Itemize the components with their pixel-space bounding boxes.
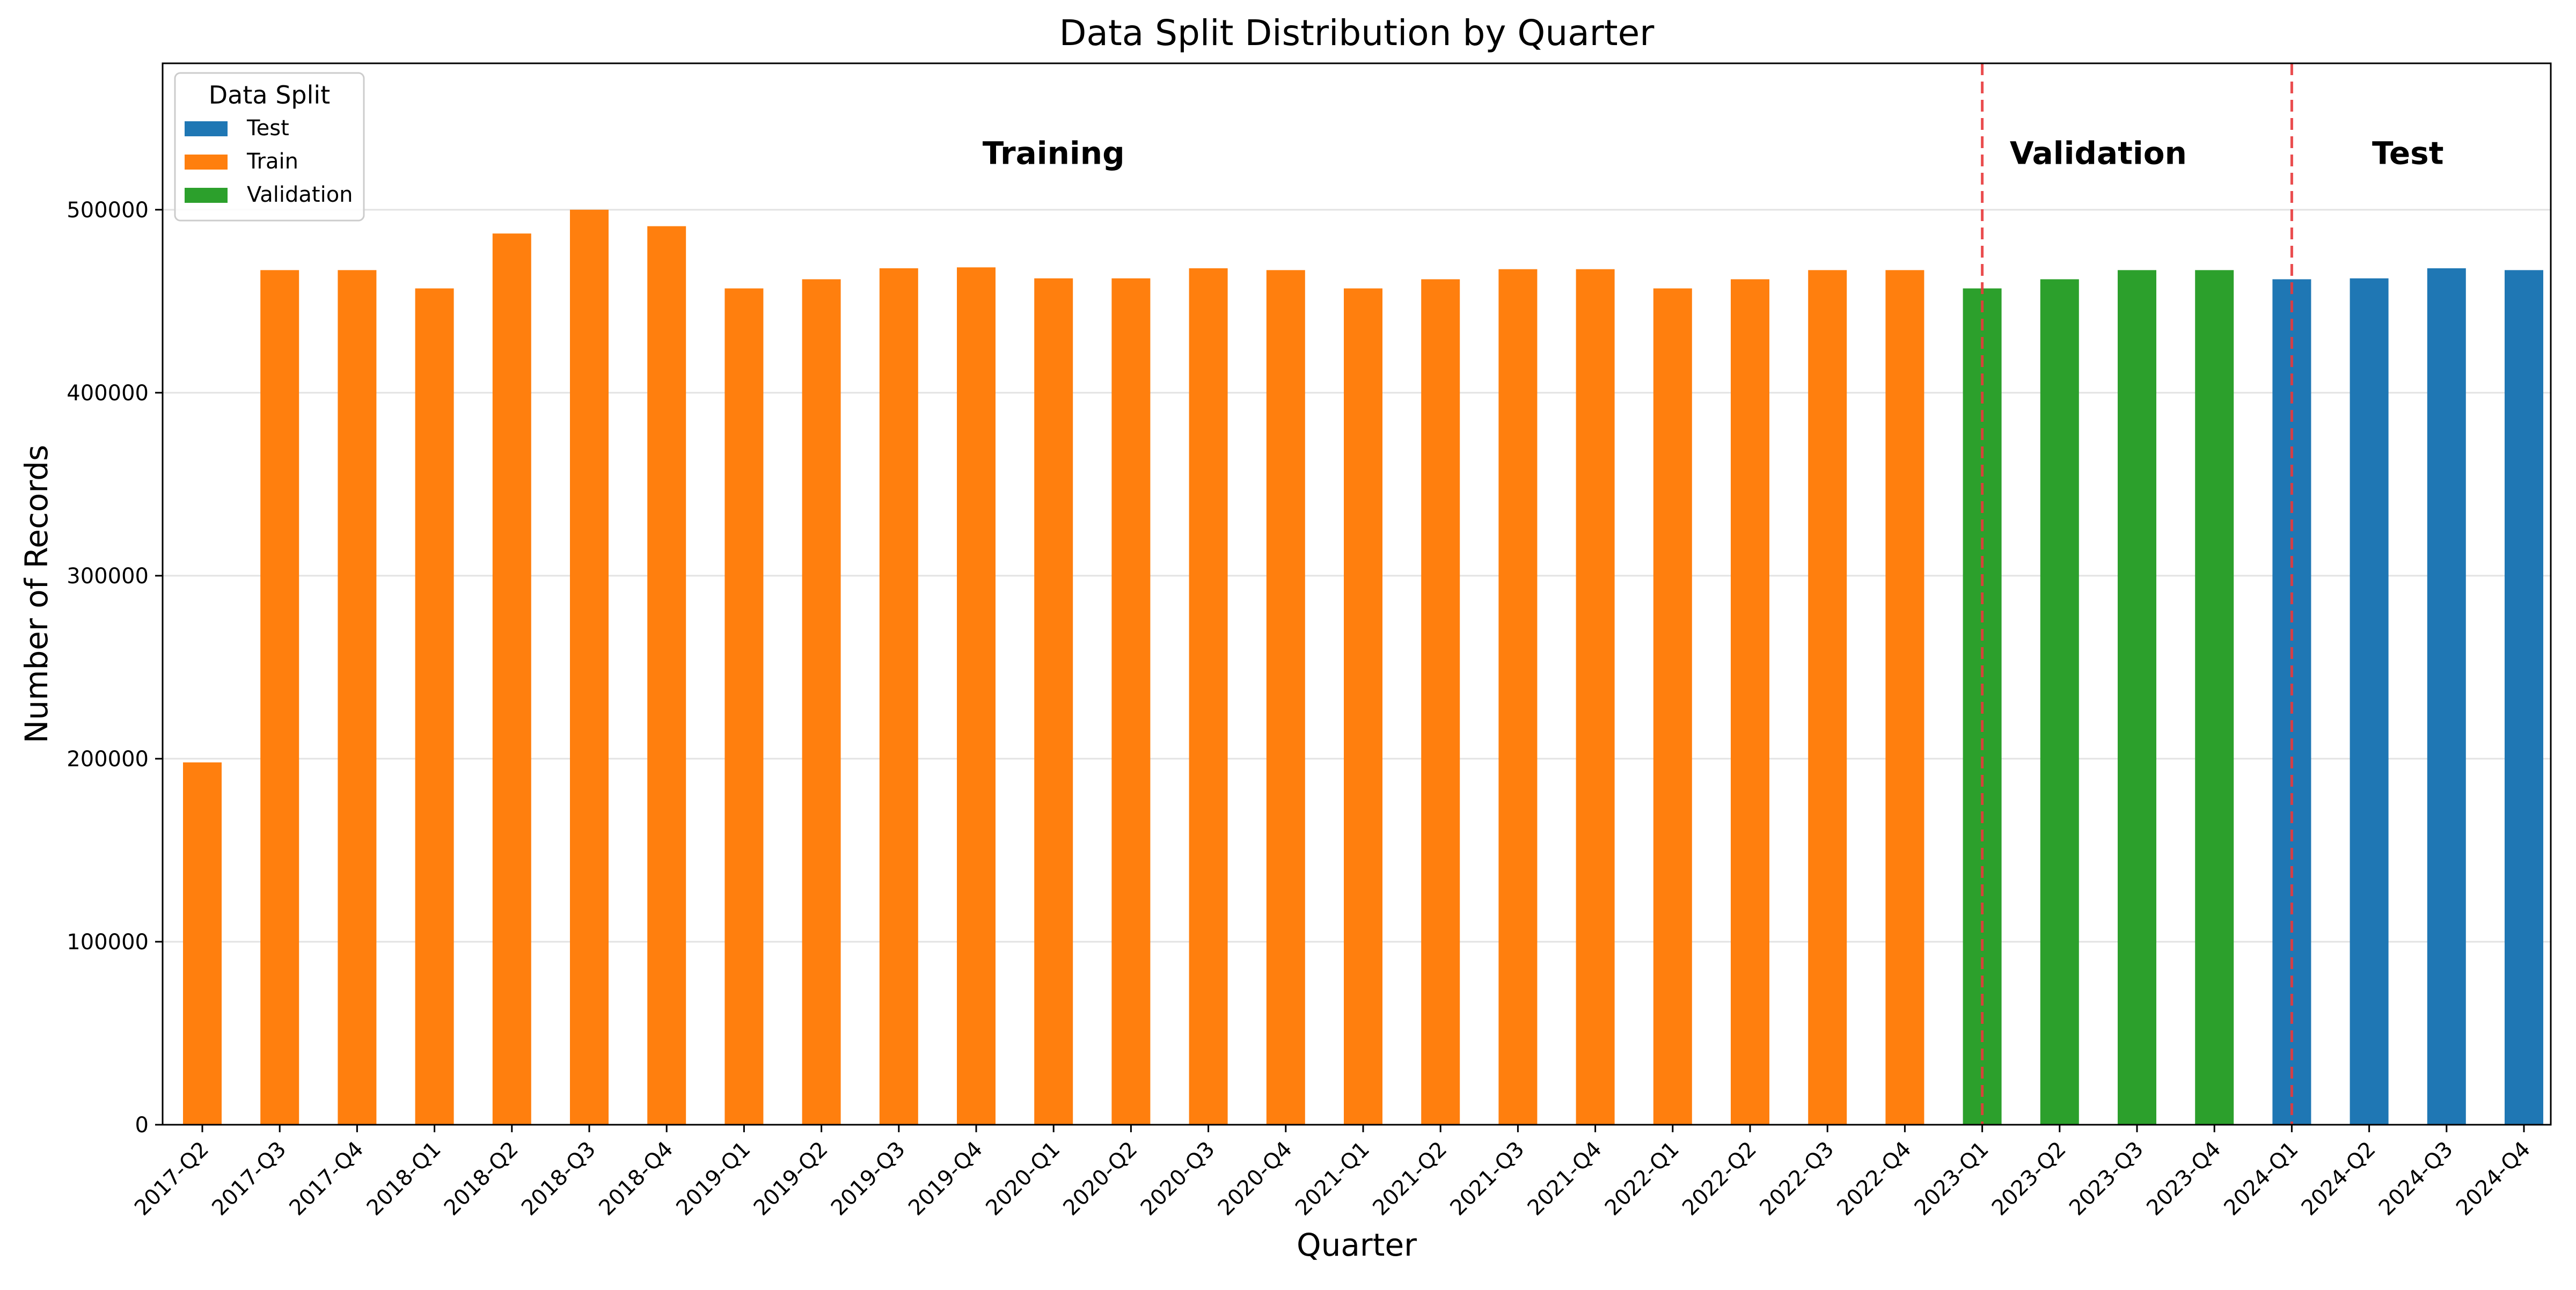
chart-title: Data Split Distribution by Quarter (1059, 12, 1655, 54)
legend-swatch-test (185, 121, 228, 136)
y-tick-label: 200000 (67, 747, 149, 772)
region-label-validation: Validation (2010, 135, 2187, 172)
y-axis-ticks: 0 100000 200000 300000 400000 500000 (67, 198, 163, 1138)
bar-2021-Q1 (1344, 288, 1382, 1125)
bar-2021-Q3 (1498, 269, 1538, 1125)
legend-box (174, 72, 365, 222)
bar-2024-Q3 (2427, 268, 2466, 1125)
y-tick-label: 300000 (67, 564, 149, 589)
split-lines (1981, 63, 2293, 1125)
y-axis-label: Number of Records (18, 445, 55, 743)
bar-2021-Q4 (1576, 269, 1615, 1125)
y-tick-label: 100000 (67, 930, 149, 955)
bar-2017-Q4 (338, 270, 377, 1125)
legend: Data Split Test Train Validation (174, 72, 365, 222)
bars (183, 209, 2543, 1125)
y-tick-label: 500000 (67, 198, 149, 223)
region-labels: Training Validation Test (983, 135, 2444, 172)
legend-swatch-train (185, 155, 228, 170)
bar-2022-Q2 (1731, 279, 1769, 1125)
x-axis-label: Quarter (1297, 1227, 1417, 1263)
legend-swatch-validation (185, 188, 228, 203)
bar-2019-Q2 (802, 279, 841, 1125)
legend-label-test: Test (246, 116, 289, 141)
bar-2022-Q1 (1653, 288, 1692, 1125)
bar-2020-Q4 (1266, 270, 1305, 1125)
bar-2019-Q1 (724, 288, 764, 1125)
bar-2022-Q3 (1808, 270, 1847, 1125)
y-tick-label: 400000 (67, 381, 149, 406)
bar-2024-Q2 (2350, 278, 2389, 1125)
bar-2023-Q4 (2195, 270, 2234, 1125)
bar-2019-Q4 (957, 267, 996, 1125)
bar-2024-Q4 (2505, 270, 2543, 1125)
bar-2018-Q3 (570, 209, 609, 1125)
legend-label-train: Train (246, 149, 298, 174)
y-tick-label: 0 (135, 1113, 149, 1138)
bar-2021-Q2 (1421, 279, 1460, 1125)
legend-title: Data Split (209, 80, 330, 109)
bar-2020-Q3 (1189, 268, 1228, 1125)
bar-2022-Q4 (1885, 270, 1924, 1125)
legend-label-validation: Validation (247, 182, 353, 207)
bar-2017-Q3 (260, 270, 299, 1125)
bar-2020-Q1 (1034, 278, 1073, 1125)
bar-2023-Q2 (2040, 279, 2079, 1125)
bar-2020-Q2 (1111, 278, 1151, 1125)
bar-2018-Q1 (415, 288, 454, 1125)
bar-2018-Q2 (492, 233, 531, 1125)
plot-frame (162, 62, 2552, 1126)
region-label-test: Test (2372, 135, 2443, 172)
bar-2018-Q4 (647, 226, 686, 1125)
bar-2023-Q3 (2118, 270, 2156, 1125)
bar-2017-Q2 (183, 762, 222, 1125)
region-label-training: Training (983, 135, 1125, 172)
bar-2019-Q3 (879, 268, 918, 1125)
